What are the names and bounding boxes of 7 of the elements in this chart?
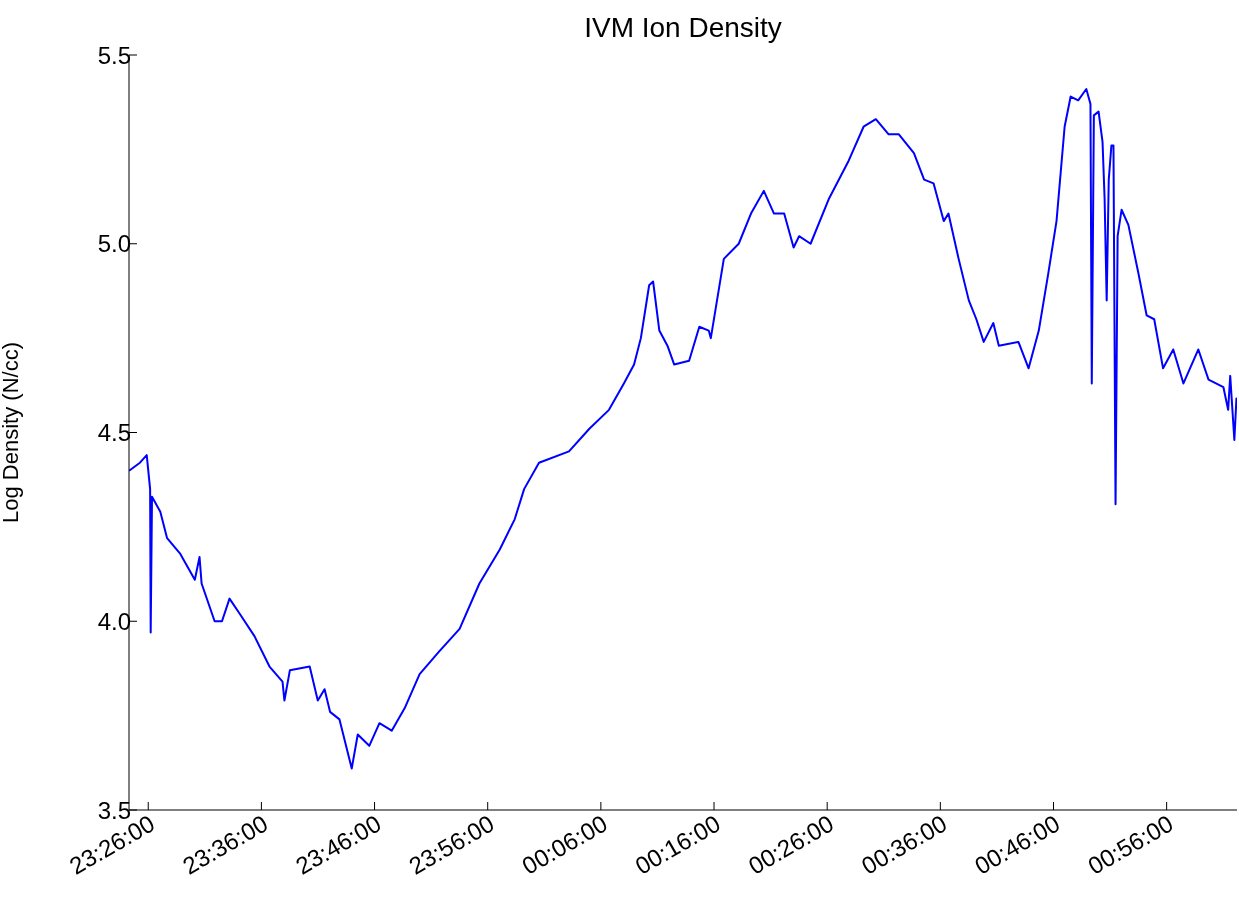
y-tick-label: 5.0: [97, 230, 131, 258]
y-tick-label: 4.0: [97, 607, 131, 635]
y-tick-label: 4.5: [97, 419, 131, 447]
y-axis-title: Log Density (N/cc): [0, 342, 23, 523]
y-tick-label: 5.5: [97, 41, 131, 69]
line-series: [129, 87, 1237, 770]
chart-title: IVM Ion Density: [584, 12, 782, 43]
